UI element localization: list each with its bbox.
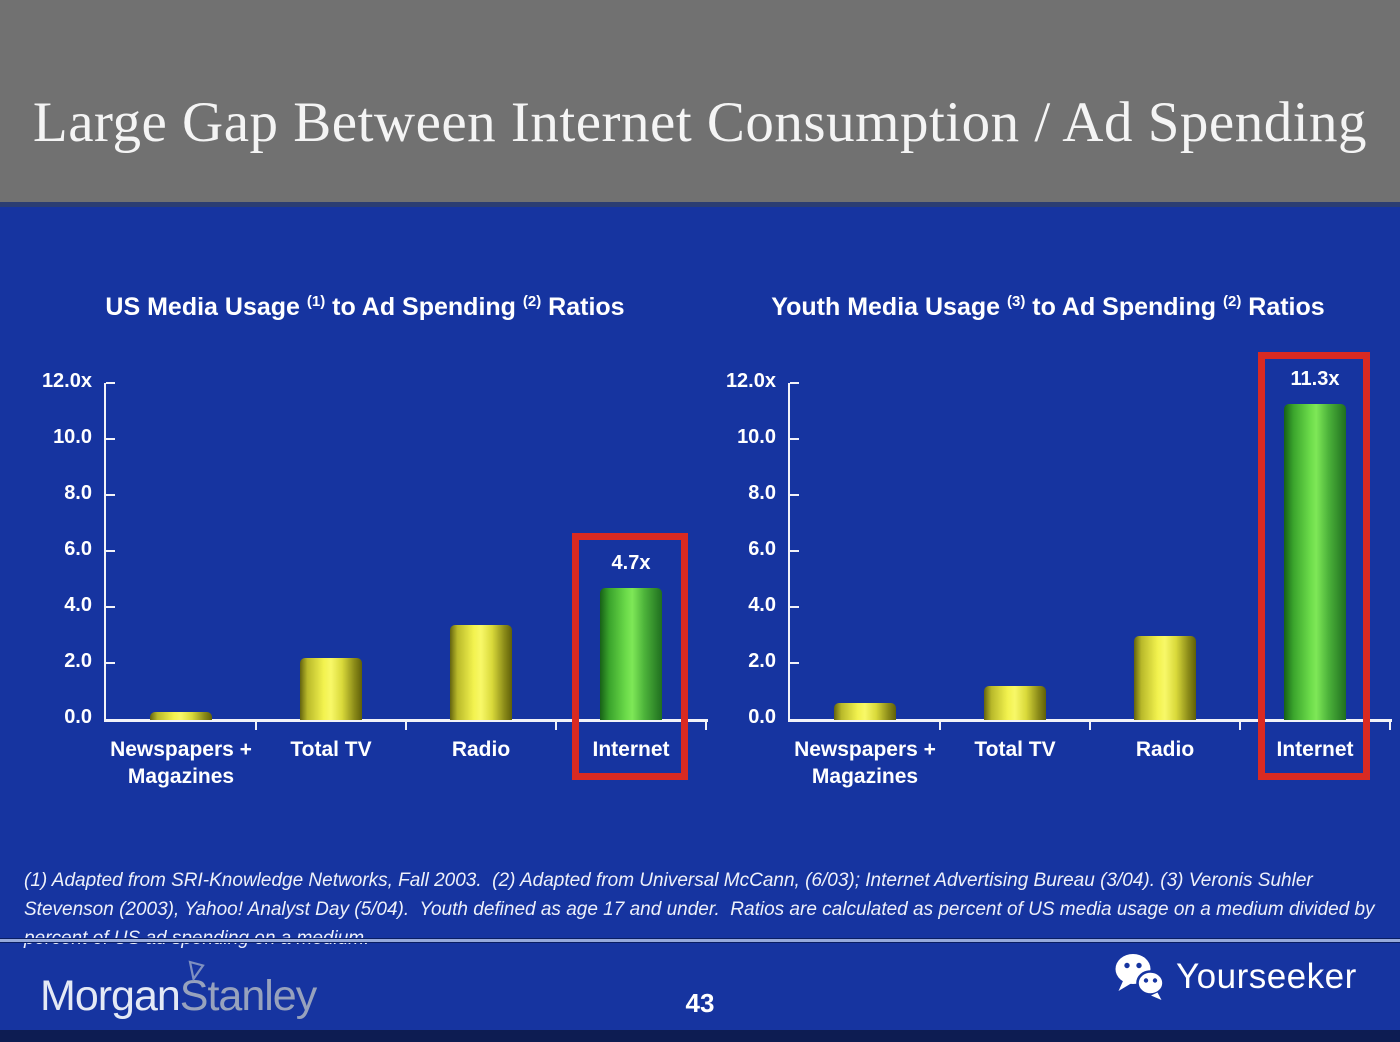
category-label-newspapers-magazines: Newspapers + Magazines bbox=[794, 738, 936, 788]
watermark: Yourseeker bbox=[1112, 952, 1357, 1002]
x-axis-tick bbox=[705, 722, 707, 730]
footnote-ref: (2) bbox=[522, 293, 542, 310]
chart-left-title: US Media Usage (1) to Ad Spending (2) Ra… bbox=[45, 291, 685, 327]
y-axis-tick bbox=[106, 662, 115, 664]
bar-value-label: 4.7x bbox=[611, 552, 651, 574]
y-tick-label: 6.0 bbox=[748, 538, 776, 560]
footnote: (1) Adapted from SRI-Knowledge Networks,… bbox=[24, 870, 1375, 949]
x-axis-line bbox=[104, 719, 708, 722]
footnote-ref: (2) bbox=[1222, 293, 1242, 310]
category-label-internet: Internet bbox=[1276, 738, 1354, 761]
highlight-box-internet-left bbox=[572, 533, 688, 780]
y-axis-tick bbox=[106, 550, 115, 552]
page-number: 43 bbox=[685, 988, 715, 1018]
morgan-stanley-logo-morgan: Morgan bbox=[40, 972, 181, 1020]
y-axis-tick bbox=[106, 382, 115, 384]
footnote-ref: (1) bbox=[306, 293, 326, 310]
y-axis-tick bbox=[106, 438, 115, 440]
y-axis-tick bbox=[790, 382, 799, 384]
bar-internet bbox=[600, 588, 662, 720]
y-tick-label: 2.0 bbox=[748, 650, 776, 672]
morgan-stanley-logo-stanley: Stanley bbox=[179, 972, 317, 1020]
chart-title-text: Ratios bbox=[541, 293, 625, 321]
y-axis-tick bbox=[790, 550, 799, 552]
y-tick-label: 10.0 bbox=[53, 426, 92, 448]
category-label-radio: Radio bbox=[1135, 738, 1195, 761]
footer-divider bbox=[0, 938, 1400, 943]
bar-value-label: 11.3x bbox=[1290, 368, 1340, 390]
x-axis-tick bbox=[1089, 722, 1091, 730]
x-axis-tick bbox=[255, 722, 257, 730]
category-label-total-tv: Total TV bbox=[290, 738, 372, 761]
y-tick-label: 4.0 bbox=[748, 594, 776, 616]
bar-radio bbox=[1134, 636, 1196, 720]
chart-title-text: to Ad Spending bbox=[1025, 293, 1223, 321]
y-tick-label: 8.0 bbox=[64, 482, 92, 504]
highlight-box-internet-right bbox=[1258, 352, 1370, 780]
chart-title-text: US Media Usage bbox=[105, 293, 307, 321]
y-tick-label: 2.0 bbox=[64, 650, 92, 672]
bar-total-tv bbox=[984, 686, 1046, 720]
header-divider bbox=[0, 202, 1400, 207]
x-axis-tick bbox=[939, 722, 941, 730]
chart-title-text: Ratios bbox=[1241, 293, 1325, 321]
y-tick-label: 0.0 bbox=[64, 706, 92, 728]
y-tick-label: 0.0 bbox=[748, 706, 776, 728]
y-axis-tick bbox=[790, 494, 799, 496]
category-label-newspapers-magazines: Newspapers + Magazines bbox=[110, 738, 252, 788]
y-axis-line bbox=[104, 383, 106, 722]
bar-total-tv bbox=[300, 658, 362, 720]
y-tick-label: 8.0 bbox=[748, 482, 776, 504]
chart-title-text: to Ad Spending bbox=[325, 293, 523, 321]
category-label-total-tv: Total TV bbox=[974, 738, 1056, 761]
y-tick-label: 4.0 bbox=[64, 594, 92, 616]
y-axis-line bbox=[788, 383, 790, 722]
slide-title: Large Gap Between Internet Consumption /… bbox=[32, 91, 1368, 154]
y-tick-label: 12.0x bbox=[725, 370, 776, 392]
y-axis-tick bbox=[790, 438, 799, 440]
y-axis-tick bbox=[790, 662, 799, 664]
y-axis-tick bbox=[106, 606, 115, 608]
morgan-stanley-logo: MorganStanley bbox=[40, 960, 317, 1028]
slide-header: Large Gap Between Internet Consumption /… bbox=[0, 0, 1400, 202]
y-axis-tick bbox=[790, 606, 799, 608]
y-tick-label: 10.0 bbox=[737, 426, 776, 448]
x-axis-tick bbox=[1389, 722, 1391, 730]
y-tick-label: 6.0 bbox=[64, 538, 92, 560]
category-label-radio: Radio bbox=[451, 738, 511, 761]
bottom-strip bbox=[0, 1030, 1400, 1042]
x-axis-tick bbox=[1239, 722, 1241, 730]
footnote-ref: (3) bbox=[1006, 293, 1026, 310]
chart-title-text: Youth Media Usage bbox=[771, 293, 1007, 321]
chart-right-title: Youth Media Usage (3) to Ad Spending (2)… bbox=[768, 291, 1328, 327]
y-axis-tick bbox=[106, 494, 115, 496]
category-label-internet: Internet bbox=[592, 738, 670, 761]
bar-radio bbox=[450, 625, 512, 720]
x-axis-tick bbox=[555, 722, 557, 730]
wechat-icon bbox=[1115, 954, 1165, 1000]
y-tick-label: 12.0x bbox=[41, 370, 92, 392]
watermark-label: Yourseeker bbox=[1176, 957, 1357, 996]
bar-internet bbox=[1284, 404, 1346, 720]
x-axis-line bbox=[788, 719, 1392, 722]
morgan-stanley-triangle-icon bbox=[188, 960, 205, 982]
bar-newspapers-magazines bbox=[834, 703, 896, 720]
x-axis-tick bbox=[405, 722, 407, 730]
bar-newspapers-magazines bbox=[150, 712, 212, 720]
